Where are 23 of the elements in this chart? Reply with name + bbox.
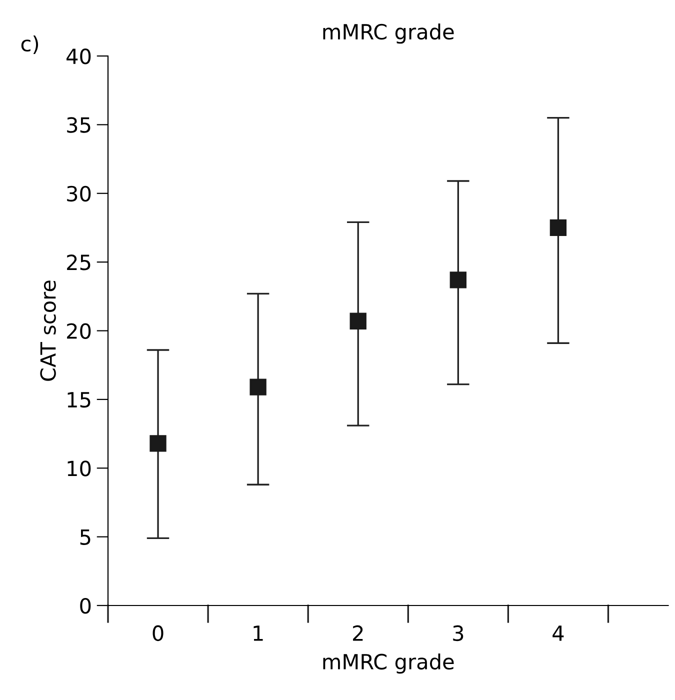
y-tick-label: 0 [80,598,91,614]
y-axis-title: CAT score [40,280,56,381]
y-tick-label: 15 [68,392,90,408]
x-tick-label: 1 [254,626,263,641]
text: c) [21,35,38,54]
point [450,272,466,288]
x-tick-label: 0 [152,625,164,642]
y-tick-label: 30 [67,186,91,202]
point [550,219,567,236]
point [150,435,166,452]
x-tick-label: 4 [552,626,564,641]
y-tick-label: 10 [68,460,91,476]
x-tick-label: 2 [353,625,363,641]
y-tick-label: 25 [67,254,90,270]
y-tick-label: 40 [66,48,91,64]
y-tick-label: 35 [67,117,90,133]
point [350,312,366,330]
chart-title: mMRC grade [323,24,454,44]
x-axis-title: mMRC grade [323,653,454,674]
y-tick-label: 5 [80,530,90,546]
x-tick-label: 3 [453,625,464,642]
y-tick-label: 20 [67,323,91,339]
point [250,378,266,396]
